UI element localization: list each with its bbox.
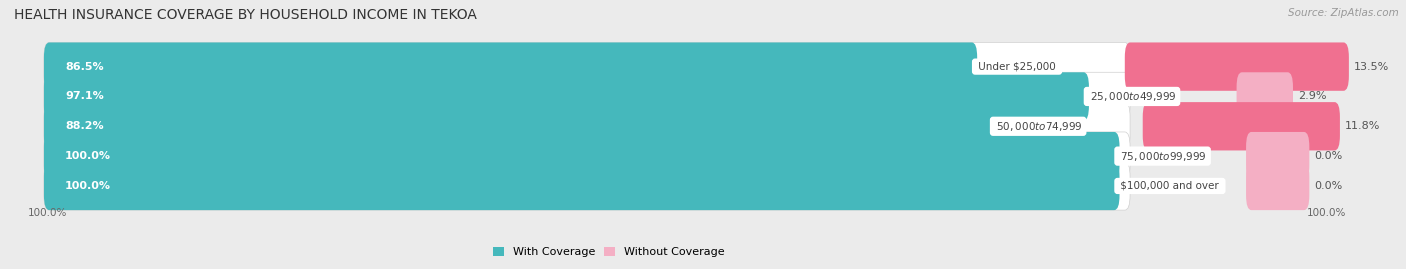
Text: 2.9%: 2.9% [1298,91,1327,101]
Text: 100.0%: 100.0% [65,151,111,161]
Text: 11.8%: 11.8% [1346,121,1381,131]
FancyBboxPatch shape [44,132,1119,180]
FancyBboxPatch shape [44,43,977,91]
Text: $50,000 to $74,999: $50,000 to $74,999 [993,120,1084,133]
Text: Under $25,000: Under $25,000 [976,62,1059,72]
Text: HEALTH INSURANCE COVERAGE BY HOUSEHOLD INCOME IN TEKOA: HEALTH INSURANCE COVERAGE BY HOUSEHOLD I… [14,8,477,22]
FancyBboxPatch shape [44,72,1130,121]
FancyBboxPatch shape [44,102,995,150]
Text: 0.0%: 0.0% [1315,151,1343,161]
Text: 100.0%: 100.0% [65,181,111,191]
FancyBboxPatch shape [44,162,1119,210]
Text: 100.0%: 100.0% [1306,208,1347,218]
Text: $75,000 to $99,999: $75,000 to $99,999 [1118,150,1208,163]
FancyBboxPatch shape [1246,132,1309,180]
Text: 13.5%: 13.5% [1354,62,1389,72]
FancyBboxPatch shape [44,132,1130,180]
Text: Source: ZipAtlas.com: Source: ZipAtlas.com [1288,8,1399,18]
Text: 0.0%: 0.0% [1315,181,1343,191]
FancyBboxPatch shape [44,162,1130,210]
FancyBboxPatch shape [44,72,1090,121]
FancyBboxPatch shape [1143,102,1340,150]
Text: 100.0%: 100.0% [28,208,67,218]
FancyBboxPatch shape [44,102,1130,150]
Text: 86.5%: 86.5% [65,62,104,72]
FancyBboxPatch shape [44,43,1130,91]
Text: 97.1%: 97.1% [65,91,104,101]
Text: 88.2%: 88.2% [65,121,104,131]
Text: $100,000 and over: $100,000 and over [1118,181,1222,191]
Legend: With Coverage, Without Coverage: With Coverage, Without Coverage [488,243,728,262]
FancyBboxPatch shape [1246,162,1309,210]
Text: $25,000 to $49,999: $25,000 to $49,999 [1087,90,1177,103]
FancyBboxPatch shape [1125,43,1348,91]
FancyBboxPatch shape [1236,72,1294,121]
